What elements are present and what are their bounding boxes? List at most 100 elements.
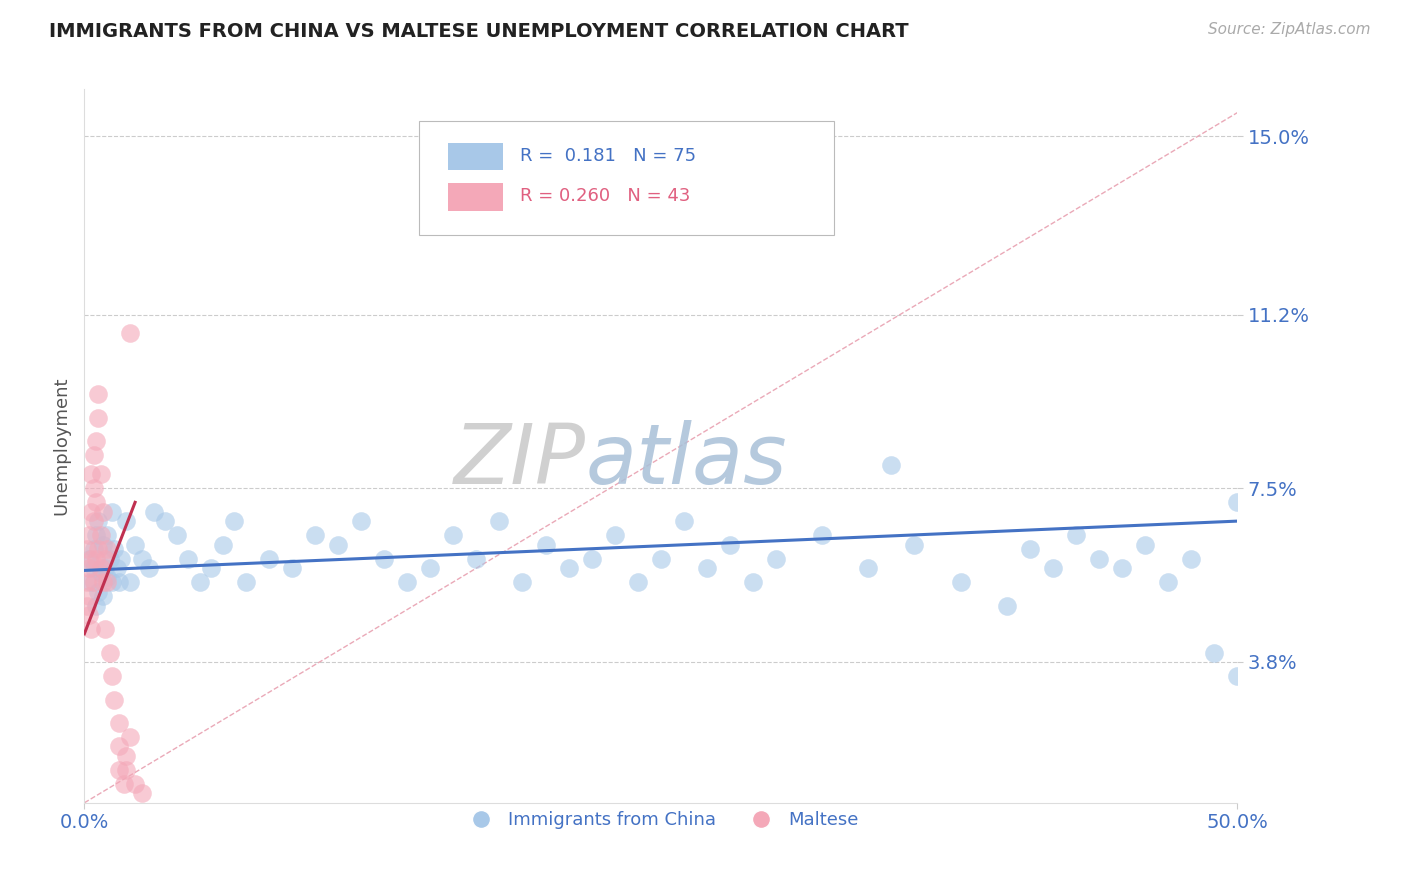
Point (91, 589, 114, 603)
Point (87, 387, 110, 401)
Point (91, 505, 114, 519)
Point (83, 575, 105, 590)
Point (103, 542, 125, 557)
Point (87, 542, 110, 557)
Point (1064, 528, 1087, 542)
Point (396, 575, 419, 590)
Point (373, 551, 395, 566)
Point (84, 599, 107, 613)
Point (224, 514, 246, 528)
Point (177, 551, 200, 566)
Point (94, 622, 117, 636)
Point (200, 561, 222, 575)
Text: R = 0.260   N = 43: R = 0.260 N = 43 (520, 187, 690, 205)
Point (1180, 551, 1202, 566)
Point (84, 528, 107, 542)
Point (995, 599, 1018, 613)
Point (257, 551, 280, 566)
Point (880, 458, 903, 472)
Point (87, 410, 110, 425)
Text: IMMIGRANTS FROM CHINA VS MALTESE UNEMPLOYMENT CORRELATION CHART: IMMIGRANTS FROM CHINA VS MALTESE UNEMPLO… (49, 22, 908, 41)
Point (211, 538, 233, 552)
Point (108, 716, 131, 731)
Point (131, 786, 153, 800)
FancyBboxPatch shape (419, 121, 834, 235)
Point (120, 730, 142, 744)
Point (153, 514, 176, 528)
Point (1226, 495, 1249, 509)
Point (80, 551, 103, 566)
Text: Source: ZipAtlas.com: Source: ZipAtlas.com (1208, 22, 1371, 37)
Point (108, 763, 131, 777)
Point (672, 514, 695, 528)
Point (534, 538, 557, 552)
Point (89, 467, 111, 482)
Point (101, 669, 124, 683)
Point (84, 434, 107, 449)
Point (115, 748, 138, 763)
Point (94, 561, 117, 575)
Point (281, 561, 304, 575)
Point (696, 561, 718, 575)
Point (80, 622, 103, 636)
Point (76, 599, 98, 613)
Point (96, 542, 118, 557)
Bar (447, 143, 503, 169)
Point (89, 566, 111, 580)
Point (76, 575, 98, 590)
Point (557, 561, 579, 575)
Text: atlas: atlas (586, 420, 787, 500)
Point (77, 589, 100, 603)
Point (1204, 646, 1226, 660)
Point (188, 575, 211, 590)
Point (110, 551, 132, 566)
Point (76, 542, 98, 557)
Point (77, 561, 100, 575)
Point (326, 538, 349, 552)
Point (77, 551, 100, 566)
Point (142, 505, 165, 519)
Point (304, 528, 326, 542)
Point (108, 575, 131, 590)
Point (581, 551, 603, 566)
Point (903, 538, 925, 552)
Text: ZIP: ZIP (454, 420, 586, 500)
Point (1111, 561, 1133, 575)
Point (91, 538, 114, 552)
Point (765, 551, 787, 566)
Point (627, 575, 650, 590)
Point (80, 467, 103, 482)
Point (1088, 551, 1111, 566)
Text: R =  0.181   N = 75: R = 0.181 N = 75 (520, 146, 696, 164)
Point (1133, 538, 1156, 552)
Point (718, 538, 741, 552)
Point (858, 561, 880, 575)
Point (98, 646, 121, 660)
Point (120, 326, 142, 341)
Point (120, 575, 142, 590)
Point (603, 528, 626, 542)
Point (650, 551, 672, 566)
Point (96, 575, 118, 590)
Point (441, 528, 464, 542)
Point (83, 481, 105, 495)
Point (488, 514, 510, 528)
Legend: Immigrants from China, Maltese: Immigrants from China, Maltese (456, 805, 866, 837)
Point (84, 495, 107, 509)
Point (87, 514, 110, 528)
Point (89, 528, 111, 542)
Point (101, 505, 124, 519)
Point (80, 575, 103, 590)
Y-axis label: Unemployment: Unemployment (52, 376, 70, 516)
Point (80, 505, 103, 519)
Point (235, 575, 257, 590)
Point (105, 561, 128, 575)
Point (87, 584, 110, 599)
Point (83, 561, 105, 575)
Point (96, 528, 118, 542)
Point (94, 551, 117, 566)
Point (83, 449, 105, 463)
Point (512, 575, 534, 590)
Point (166, 528, 188, 542)
Point (83, 542, 105, 557)
